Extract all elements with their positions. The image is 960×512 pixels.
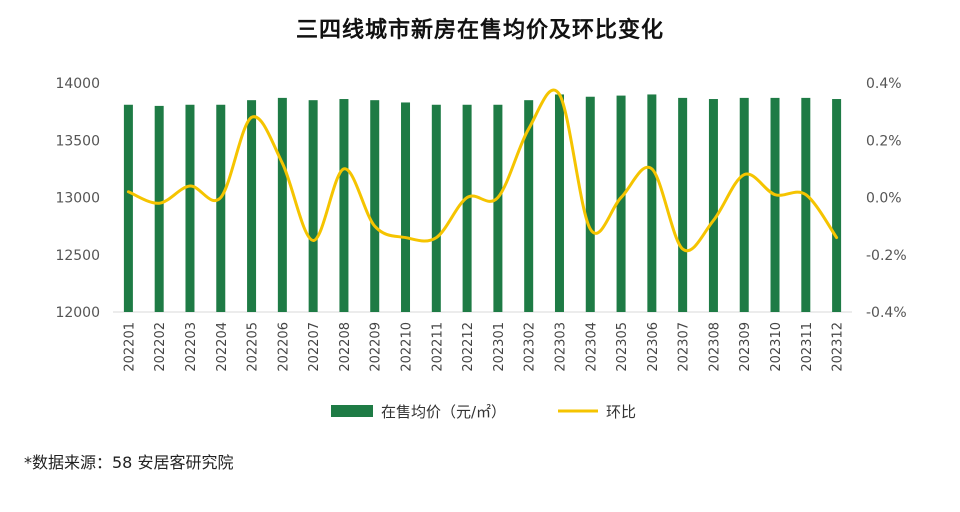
x-axis-tick: 202211 — [430, 322, 445, 372]
left-axis-tick: 14000 — [55, 76, 100, 92]
x-axis-tick: 202209 — [369, 322, 384, 372]
x-axis-tick: 202307 — [677, 322, 692, 372]
x-axis-tick: 202303 — [553, 322, 568, 372]
chart-title: 三四线城市新房在售均价及环比变化 — [295, 18, 664, 43]
x-axis-tick: 202204 — [215, 322, 230, 372]
right-y-axis: -0.4% -0.2% 0.0% 0.2% 0.4% — [866, 76, 907, 321]
x-axis: 202201 202202 202203 202204 202205 202206 2022… — [122, 322, 845, 372]
right-axis-tick: 0.0% — [866, 191, 902, 207]
x-axis-tick: 202310 — [769, 322, 784, 372]
price-bar — [770, 97, 780, 312]
price-bar — [524, 100, 534, 312]
legend-swatch-bar — [331, 405, 373, 417]
x-axis-tick: 202309 — [738, 322, 753, 372]
price-bar — [493, 104, 503, 312]
x-axis-tick: 202312 — [831, 322, 846, 372]
x-axis-tick: 202301 — [492, 322, 507, 372]
price-bar — [801, 97, 811, 312]
price-bar — [339, 99, 349, 312]
x-axis-tick: 202311 — [800, 322, 815, 372]
left-axis-tick: 13500 — [55, 133, 100, 149]
x-axis-tick: 202208 — [338, 322, 353, 372]
x-axis-tick: 202201 — [122, 322, 137, 372]
price-bar — [123, 104, 133, 312]
price-bar — [678, 97, 688, 312]
x-axis-tick: 202306 — [646, 322, 661, 372]
price-bar — [739, 97, 749, 312]
price-bar — [462, 104, 472, 312]
x-axis-tick: 202205 — [246, 322, 261, 372]
price-bar — [431, 104, 441, 312]
price-bar — [585, 96, 595, 313]
x-axis-tick: 202202 — [153, 322, 168, 372]
left-y-axis: 12000 12500 13000 13500 14000 — [55, 76, 100, 321]
x-axis-tick: 202308 — [707, 322, 722, 372]
price-bar — [247, 100, 257, 312]
chart-legend: 在售均价（元/㎡） 环比 — [331, 403, 636, 421]
mom-line — [126, 88, 839, 253]
x-axis-tick: 202206 — [276, 322, 291, 372]
price-bar — [308, 100, 318, 312]
left-axis-tick: 12500 — [55, 248, 100, 264]
price-bar — [832, 99, 842, 312]
price-bar — [708, 99, 718, 312]
x-axis-tick: 202210 — [400, 322, 415, 372]
bar-series-price — [123, 94, 842, 313]
x-axis-tick: 202302 — [523, 322, 538, 372]
price-bar — [370, 100, 380, 312]
price-bar — [216, 104, 226, 312]
left-axis-tick: 13000 — [55, 191, 100, 207]
x-axis-tick: 202305 — [615, 322, 630, 372]
right-axis-tick: 0.4% — [866, 76, 902, 92]
price-bar — [647, 94, 657, 312]
x-axis-tick: 202203 — [184, 322, 199, 372]
price-bar — [616, 95, 626, 312]
price-bar — [154, 105, 164, 313]
price-bar — [401, 102, 411, 312]
x-axis-tick: 202207 — [307, 322, 322, 372]
right-axis-tick: -0.2% — [866, 248, 907, 264]
right-axis-tick: -0.4% — [866, 305, 907, 321]
left-axis-tick: 12000 — [55, 305, 100, 321]
legend-label-line: 环比 — [606, 403, 636, 421]
x-axis-tick: 202304 — [584, 322, 599, 372]
data-source-note: *数据来源：58 安居客研究院 — [24, 453, 234, 472]
price-bar — [554, 94, 564, 312]
line-series-mom — [126, 88, 839, 253]
legend-label-bar: 在售均价（元/㎡） — [381, 403, 506, 421]
right-axis-tick: 0.2% — [866, 133, 902, 149]
price-bar — [185, 104, 195, 312]
price-bar — [277, 97, 287, 312]
x-axis-tick: 202212 — [461, 322, 476, 372]
